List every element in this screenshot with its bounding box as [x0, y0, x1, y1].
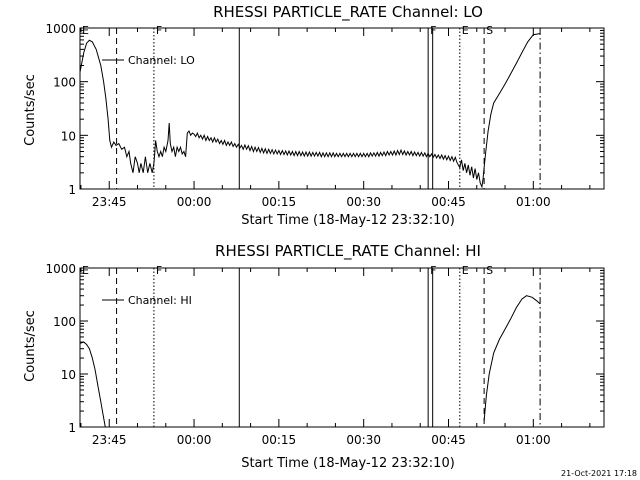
- lo-y-tick-label: 100: [53, 76, 76, 90]
- hi-x-tick-label: 00:15: [262, 433, 297, 447]
- hi-x-tick-label: 23:45: [92, 433, 127, 447]
- lo-y-tick-label: 10: [61, 129, 76, 143]
- hi-event-marker-label: S: [486, 264, 493, 277]
- lo-y-tick-label: 1: [68, 183, 76, 197]
- hi-y-axis-label: Counts/sec: [23, 310, 38, 382]
- lo-plot-frame: [79, 27, 605, 190]
- lo-x-tick-label: 01:00: [516, 195, 551, 209]
- lo-y-tick-label: 1000: [45, 22, 76, 36]
- hi-y-tick-label: 1: [68, 421, 76, 435]
- hi-plot-frame: [79, 267, 605, 428]
- lo-x-tick-label: 00:45: [431, 195, 466, 209]
- hi-y-tick-label: 1000: [45, 262, 76, 276]
- lo-event-marker-label: E: [462, 24, 469, 37]
- lo-y-axis-label: Counts/sec: [23, 74, 38, 146]
- hi-series-line: [483, 295, 541, 422]
- lo-event-marker-label: E: [82, 24, 89, 37]
- hi-event-marker-label: F: [430, 264, 436, 277]
- hi-event-marker-label: E: [462, 264, 469, 277]
- lo-event-marker-label: F: [430, 24, 436, 37]
- lo-channel-panel: RHESSI PARTICLE_RATE Channel: LO Start T…: [23, 3, 605, 228]
- timestamp: 21-Oct-2021 17:18: [561, 469, 637, 478]
- hi-event-marker-label: E: [82, 264, 89, 277]
- hi-channel-panel: RHESSI PARTICLE_RATE Channel: HI Start T…: [23, 242, 605, 471]
- hi-y-tick-label: 100: [53, 315, 76, 329]
- lo-x-tick-label: 00:00: [177, 195, 212, 209]
- hi-x-tick-label: 00:30: [346, 433, 381, 447]
- hi-x-tick-label: 00:45: [431, 433, 466, 447]
- lo-x-tick-label: 23:45: [92, 195, 127, 209]
- lo-event-marker-label: S: [486, 24, 493, 37]
- hi-event-marker-label: F: [156, 264, 162, 277]
- lo-chart-title: RHESSI PARTICLE_RATE Channel: LO: [213, 3, 483, 22]
- lo-x-tick-label: 00:30: [346, 195, 381, 209]
- hi-series-line: [79, 341, 106, 428]
- hi-legend-label: Channel: HI: [128, 294, 192, 307]
- hi-x-tick-label: 00:00: [177, 433, 212, 447]
- lo-series-line: [79, 33, 541, 189]
- hi-chart-title: RHESSI PARTICLE_RATE Channel: HI: [215, 242, 481, 261]
- lo-event-marker-label: F: [156, 24, 162, 37]
- hi-x-axis-label: Start Time (18-May-12 23:32:10): [241, 456, 455, 471]
- lo-x-axis-label: Start Time (18-May-12 23:32:10): [241, 213, 455, 228]
- hi-x-tick-label: 01:00: [516, 433, 551, 447]
- hi-y-tick-label: 10: [61, 368, 76, 382]
- lo-x-tick-label: 00:15: [262, 195, 297, 209]
- lo-legend-label: Channel: LO: [128, 54, 195, 67]
